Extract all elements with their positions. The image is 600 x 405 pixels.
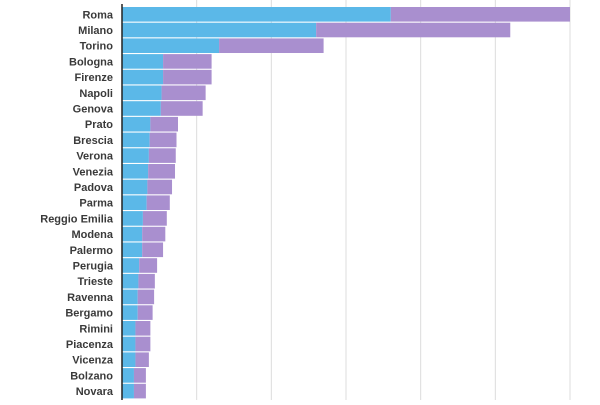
bar-segment-2 — [160, 101, 203, 116]
bar-segment-1 — [122, 132, 150, 148]
category-label: Firenze — [74, 72, 113, 84]
bar-segment-1 — [122, 195, 147, 210]
category-label: Roma — [82, 9, 113, 21]
category-label: Palermo — [70, 245, 114, 257]
category-label: Bolzano — [70, 370, 113, 382]
bar-segment-2 — [138, 273, 155, 289]
bar-segment-2 — [161, 85, 206, 101]
bar-segment-2 — [133, 383, 146, 399]
category-label: Novara — [76, 386, 114, 398]
bar-segment-2 — [135, 321, 151, 336]
bar-segment-1 — [122, 164, 149, 179]
bar-segment-1 — [122, 148, 149, 163]
bar-segment-2 — [142, 242, 164, 258]
bar-segment-2 — [163, 54, 212, 69]
bar-segment-1 — [122, 85, 162, 101]
category-label: Padova — [74, 182, 114, 194]
bar-segment-2 — [137, 289, 155, 305]
bar-segment-1 — [122, 305, 138, 320]
bar-segment-1 — [122, 226, 143, 242]
category-label: Venezia — [73, 166, 114, 178]
bar-segment-2 — [150, 116, 178, 132]
category-label: Bologna — [69, 56, 114, 68]
bar-segment-1 — [122, 352, 136, 367]
bar-segment-2 — [135, 352, 149, 367]
category-label: Brescia — [73, 135, 114, 147]
category-label: Rimini — [79, 323, 113, 335]
bar-segment-2 — [135, 336, 151, 352]
bar-segment-2 — [147, 179, 173, 195]
bar-segment-1 — [122, 38, 220, 53]
category-label: Verona — [76, 151, 114, 163]
grid-layer — [196, 0, 571, 400]
bar-segment-1 — [122, 211, 143, 226]
bar-segment-2 — [146, 195, 170, 210]
category-label: Napoli — [79, 88, 113, 100]
bar-segment-2 — [390, 7, 570, 22]
bar-segment-1 — [122, 179, 148, 195]
bar-segment-2 — [148, 148, 176, 163]
category-label: Reggio Emilia — [40, 213, 114, 225]
category-label: Bergamo — [65, 308, 113, 320]
bar-segment-1 — [122, 101, 161, 116]
bar-segment-1 — [122, 258, 140, 273]
bar-segment-1 — [122, 368, 134, 383]
bar-segment-1 — [122, 116, 151, 132]
bar-segment-1 — [122, 336, 136, 352]
bar-segment-1 — [122, 289, 138, 305]
bars-layer — [122, 7, 570, 399]
bar-segment-1 — [122, 383, 134, 399]
bar-segment-1 — [122, 7, 391, 22]
category-label: Modena — [71, 229, 113, 241]
bar-segment-2 — [219, 38, 324, 53]
category-label: Trieste — [78, 276, 113, 288]
labels-layer: Roma Milano Torino Bologna Firenze Napoli Geno… — [40, 9, 114, 398]
bar-segment-2 — [137, 305, 153, 320]
category-label: Vicenza — [72, 355, 114, 367]
category-label: Parma — [79, 198, 114, 210]
bar-segment-2 — [148, 164, 176, 179]
category-label: Prato — [85, 119, 113, 131]
bar-segment-2 — [149, 132, 177, 148]
category-label: Torino — [80, 41, 114, 53]
bar-segment-2 — [163, 69, 212, 85]
category-label: Perugia — [73, 261, 114, 273]
bar-segment-2 — [133, 368, 146, 383]
bar-segment-1 — [122, 242, 143, 258]
category-label: Piacenza — [66, 339, 114, 351]
bar-segment-1 — [122, 69, 164, 85]
bar-segment-2 — [142, 211, 167, 226]
category-label: Genova — [73, 104, 114, 116]
bar-segment-1 — [122, 273, 139, 289]
bar-segment-1 — [122, 22, 317, 38]
category-label: Ravenna — [67, 292, 114, 304]
bar-segment-1 — [122, 54, 164, 69]
bar-segment-1 — [122, 321, 136, 336]
bar-segment-2 — [139, 258, 158, 273]
bar-segment-2 — [142, 226, 166, 242]
bar-segment-2 — [316, 22, 511, 38]
category-label: Milano — [78, 25, 113, 37]
